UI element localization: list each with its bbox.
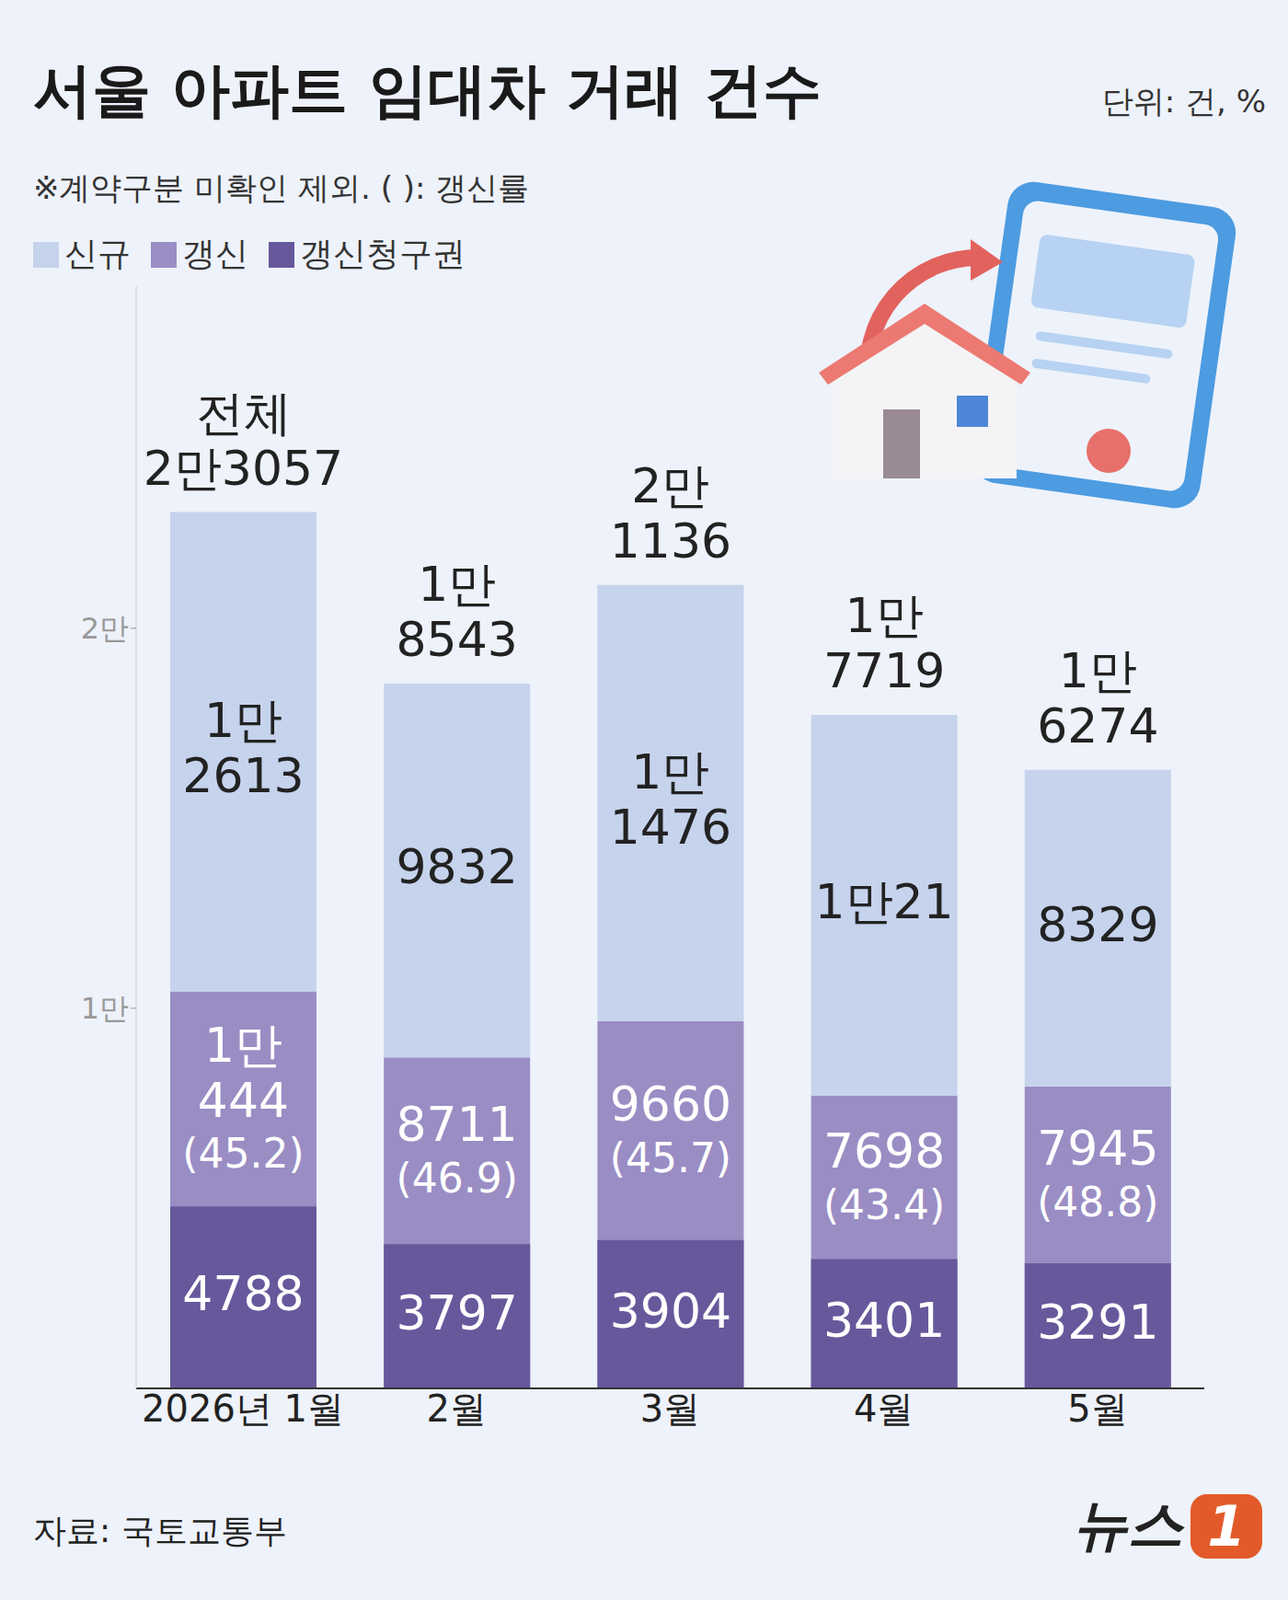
svg-text:2만1136: 2만1136	[609, 458, 732, 569]
svg-text:2월: 2월	[426, 1387, 487, 1430]
html-text:서울 아파트 임대차 거래 건수: 서울 아파트 임대차 거래 건수	[33, 56, 822, 125]
svg-text:2026년 1월: 2026년 1월	[141, 1387, 345, 1430]
html-text:갱신청구권: 갱신청구권	[299, 234, 466, 273]
svg-text:1만: 1만	[80, 990, 129, 1026]
html-text:※계약구분 미확인 제외. ( ): 갱신률: ※계약구분 미확인 제외. ( ): 갱신률	[33, 169, 530, 207]
svg-text:3월: 3월	[640, 1387, 701, 1430]
svg-text:1만1476: 1만1476	[609, 744, 732, 855]
html-text:갱신: 갱신	[182, 234, 249, 273]
svg-text:1만21: 1만21	[814, 874, 954, 930]
svg-text:1만6274: 1만6274	[1036, 643, 1159, 754]
svg-text:7945(48.8): 7945(48.8)	[1036, 1120, 1159, 1226]
svg-text:8711(46.9): 8711(46.9)	[396, 1096, 518, 1202]
html-text:1: 1	[1207, 1493, 1246, 1559]
svg-text:전체2만3057: 전체2만3057	[143, 385, 344, 496]
html-text:신규: 신규	[64, 234, 131, 273]
svg-text:3291: 3291	[1036, 1294, 1159, 1350]
svg-text:1만2613: 1만2613	[182, 692, 304, 804]
svg-text:3401: 3401	[823, 1292, 945, 1348]
svg-text:9832: 9832	[396, 839, 518, 895]
svg-text:9660(45.7): 9660(45.7)	[609, 1076, 732, 1182]
svg-text:1만7719: 1만7719	[823, 587, 945, 699]
svg-text:3797: 3797	[396, 1285, 518, 1341]
svg-text:3904: 3904	[609, 1283, 732, 1339]
svg-text:2만: 2만	[80, 610, 129, 646]
svg-text:1만8543: 1만8543	[396, 556, 518, 667]
html-text:뉴스: 뉴스	[1072, 1492, 1184, 1557]
svg-text:8329: 8329	[1036, 897, 1159, 953]
svg-text:4788: 4788	[182, 1265, 304, 1322]
html-text:자료: 국토교통부: 자료: 국토교통부	[33, 1511, 287, 1550]
svg-text:5월: 5월	[1067, 1387, 1127, 1430]
svg-text:1만444(45.2): 1만444(45.2)	[182, 1017, 304, 1178]
svg-text:7698(43.4): 7698(43.4)	[823, 1123, 945, 1229]
svg-text:4월: 4월	[853, 1387, 914, 1430]
html-text:단위: 건, %: 단위: 건, %	[1101, 82, 1266, 120]
